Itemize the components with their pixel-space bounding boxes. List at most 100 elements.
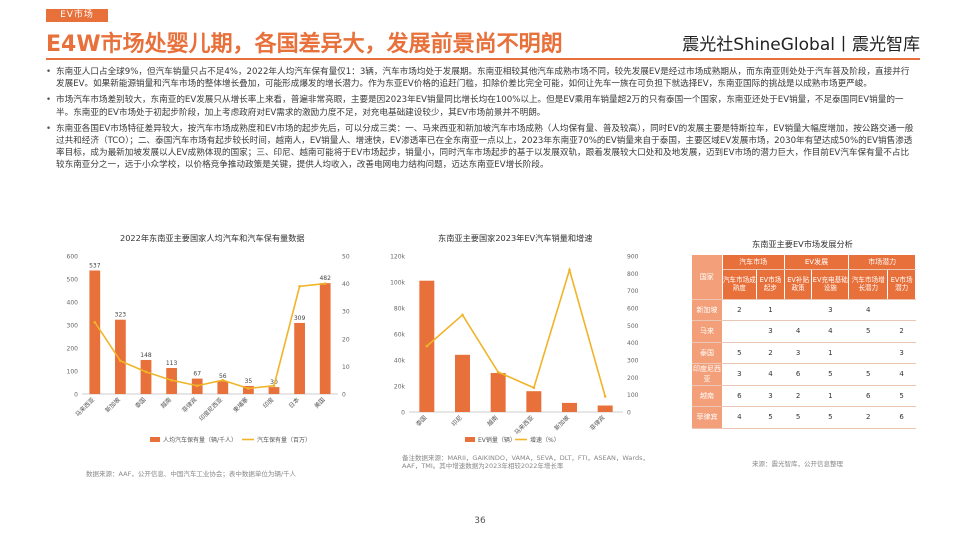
chart2-svg: 0 20k 40k 60k 80k 100k 120k 0 100 200 300 400 500 600… [390, 254, 639, 445]
y-tick-label-left: 400 [67, 300, 79, 307]
bar [115, 319, 126, 394]
chart2-source: 备注数据来源：MARII，GAIKINDO，VAMA，SEVA，DLT，FTI，… [402, 454, 649, 470]
line-point [119, 359, 122, 363]
x-tick-label: 印度尼西亚 [197, 396, 224, 423]
y-tick-label-left: 100 [67, 369, 79, 376]
bullet-item: 市场汽车市场差别较大，东南亚的EV发展只从增长率上来看，普遍非常亮眼，主要是因2… [46, 94, 916, 118]
table-cell: 4 [848, 299, 888, 321]
table-row-header: 泰国 [692, 342, 722, 364]
table-row-header: 越南 [692, 385, 722, 407]
chart2-title: 东南亚主要国家2023年EV汽车销量和增速 [438, 233, 593, 243]
table-cell: 2 [887, 320, 916, 343]
table-cell: 4 [811, 320, 849, 343]
chart1-title: 2022年东南亚主要国家人均汽车和汽车保有量数据 [120, 233, 305, 243]
x-tick-label: 印度 [261, 396, 275, 410]
bar-value-label: 537 [89, 262, 101, 269]
x-tick-label: 新加坡 [553, 414, 571, 432]
y-tick-label-right: 50 [342, 254, 350, 261]
table-cell: 4 [784, 320, 812, 343]
table-row: 菲律宾 4 5 5 5 2 6 [692, 406, 916, 429]
table-cell: 6 [887, 406, 916, 429]
line-point [461, 313, 464, 317]
bullet-item: 东南亚各国EV市场特征差异较大，按汽车市场成熟度和EV市场的起步先后，可以分成三… [46, 123, 916, 172]
table-group-header: EV发展 [784, 255, 850, 270]
series-line [94, 282, 326, 390]
y-tick-label-right: 20 [342, 336, 350, 343]
y-tick-label-left: 120k [390, 254, 405, 261]
table-row: 印度尼西亚 3 4 6 5 5 4 [692, 363, 916, 386]
table-cell: 5 [756, 406, 785, 429]
table-cell: 3 [887, 342, 916, 364]
line-point [93, 320, 97, 324]
legend-label: EV销量（辆） [478, 436, 516, 444]
bar-value-label: 35 [245, 378, 253, 385]
bar-value-label: 482 [319, 275, 331, 282]
bar [319, 283, 331, 394]
table-cell [722, 320, 757, 343]
y-tick-label-left: 100k [390, 280, 405, 287]
x-tick-label: 马来西亚 [513, 414, 536, 437]
x-tick-label: 印尼 [450, 414, 463, 427]
y-tick-label-right: 400 [627, 340, 639, 347]
table-col-header: 汽车市场增长潜力 [848, 269, 889, 300]
table-corner: 国家 [692, 255, 723, 300]
y-tick-label-left: 40k [394, 358, 406, 365]
x-tick-label: 菲律宾 [588, 414, 606, 432]
table-col-header: EV市场潜力 [887, 269, 916, 300]
bar [490, 373, 506, 412]
bar [217, 381, 229, 394]
table-col-header: EV补贴政策 [784, 269, 813, 300]
table-title: 东南亚主要EV市场发展分析 [752, 239, 853, 249]
y-tick-label-right: 0 [627, 410, 631, 417]
bar [140, 359, 152, 394]
table-cell: 5 [811, 363, 849, 386]
y-tick-label-right: 200 [627, 375, 639, 382]
line-point [247, 387, 250, 390]
table-cell: 6 [784, 363, 812, 386]
y-tick-label-left: 60k [394, 332, 406, 339]
table-cell: 5 [848, 320, 888, 343]
line-point [425, 344, 429, 348]
legend-label: 人均汽车保有量（辆/千人） [163, 436, 237, 444]
x-tick-label: 马来西亚 [74, 396, 97, 419]
y-tick-label-left: 0 [401, 410, 405, 417]
bar-value-label: 148 [140, 352, 152, 359]
table-cell: 3 [784, 342, 812, 364]
table-row: 马来 3 4 4 5 2 [692, 320, 916, 343]
bar [89, 270, 101, 394]
bar [526, 391, 542, 412]
bullet-item: 东南亚人口占全球9%，但汽车销量只占不足4%，2022年人均汽车保有量仅1：3辆… [46, 66, 916, 90]
bar-value-label: 56 [219, 373, 227, 380]
table-cell: 2 [756, 342, 785, 364]
y-tick-label-left: 600 [67, 254, 79, 261]
y-tick-label-left: 300 [67, 323, 79, 330]
table-cell: 1 [811, 342, 849, 364]
legend-label: 汽车保有量（百万） [257, 436, 311, 444]
line-point [603, 395, 607, 398]
y-tick-label-right: 0 [342, 392, 346, 399]
bar-value-label: 309 [294, 315, 306, 322]
y-tick-label-right: 10 [342, 364, 350, 371]
bar-value-label: 67 [193, 371, 201, 378]
bar [455, 354, 470, 412]
legend-label: 增速（%） [530, 436, 560, 444]
bar [597, 405, 613, 412]
line-point [170, 378, 173, 382]
line-point [195, 384, 199, 388]
table-cell: 1 [756, 299, 785, 321]
title-divider [46, 58, 920, 60]
table-col-header: EV市场起步 [756, 269, 785, 300]
table-cell: 3 [756, 320, 785, 343]
table-row-header: 菲律宾 [692, 406, 722, 429]
bar [243, 385, 254, 394]
bar-value-label: 323 [115, 312, 127, 319]
series-line [426, 267, 606, 397]
y-tick-label-left: 200 [67, 346, 79, 353]
table-cell [784, 299, 812, 321]
legend-swatch-bar [150, 437, 160, 442]
line-point [144, 370, 148, 374]
table-cell: 5 [848, 363, 888, 386]
table-cell: 3 [756, 385, 785, 407]
y-tick-label-right: 40 [342, 281, 350, 288]
bar [562, 402, 577, 412]
